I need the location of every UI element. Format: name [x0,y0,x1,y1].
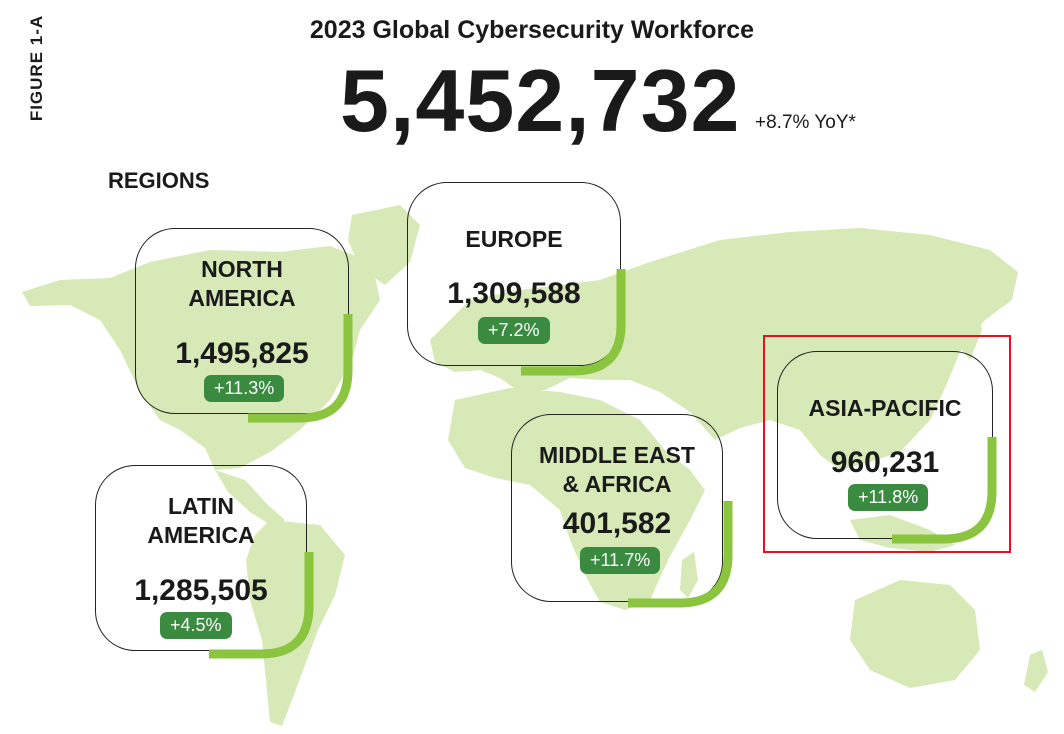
selection-highlight-box [763,335,1011,553]
region-card-latin-america: LATIN AMERICA 1,285,505 +4.5% [95,465,307,651]
region-change-badge: +7.2% [478,317,550,344]
card-accent-latin-america [209,552,314,659]
workforce-total: 5,452,732 [340,51,741,150]
card-accent-north-america [248,314,353,423]
region-card-north-america: NORTH AMERICA 1,495,825 +11.3% [135,228,349,414]
region-change-badge: +11.7% [580,547,661,574]
region-name: NORTH AMERICA [188,256,296,311]
card-accent-europe [521,269,626,376]
region-value: 1,495,825 [175,337,309,370]
region-change-badge: +11.8% [848,484,929,511]
region-card-europe: EUROPE 1,309,588 +7.2% [407,182,621,366]
yoy-change: +8.7% YoY* [755,112,856,133]
region-value: 1,309,588 [447,277,581,310]
japan-landmass [958,295,982,360]
greenland-landmass [348,205,420,285]
australia-landmass [850,580,980,688]
region-card-middle-east-africa: MIDDLE EAST & AFRICA 401,582 +11.7% [511,414,723,602]
eurasia-landmass [430,228,1018,470]
region-value: 401,582 [562,507,672,540]
page-title: 2023 Global Cybersecurity Workforce [309,16,755,44]
central-america-landmass [215,470,285,528]
region-name: MIDDLE EAST & AFRICA [539,442,695,497]
region-name: EUROPE [465,226,563,252]
region-name: ASIA-PACIFIC [808,395,962,421]
region-change-badge: +4.5% [160,612,232,639]
regions-heading: REGIONS [108,168,210,193]
region-value: 960,231 [830,446,940,479]
region-change-badge: +11.3% [204,375,285,402]
region-name: LATIN AMERICA [147,493,255,548]
region-card-asia-pacific: ASIA-PACIFIC 960,231 +11.8% [777,351,993,539]
new-zealand-landmass [1024,650,1048,692]
region-value: 1,285,505 [134,574,268,607]
card-accent-middle-east-africa [628,501,733,608]
card-accent-asia-pacific [892,437,997,544]
